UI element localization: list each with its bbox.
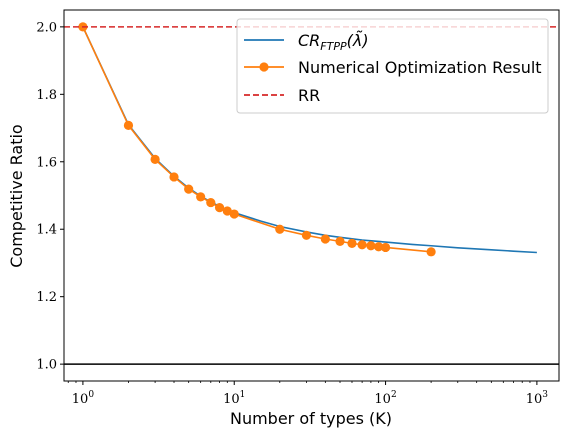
data-point bbox=[169, 172, 179, 182]
x-tick-label: 103 bbox=[526, 390, 549, 407]
data-point bbox=[229, 209, 239, 219]
data-point bbox=[275, 224, 285, 234]
data-point bbox=[184, 184, 194, 194]
legend-marker bbox=[259, 62, 269, 72]
legend-entry-0: CRFTPP(λ̃) bbox=[244, 31, 369, 53]
data-point bbox=[347, 238, 357, 248]
legend-label: Numerical Optimization Result bbox=[298, 58, 542, 77]
x-axis-label: Number of types (K) bbox=[230, 409, 392, 428]
legend-entry-2: RR bbox=[244, 86, 320, 105]
y-tick-label: 1.6 bbox=[36, 155, 57, 170]
data-point bbox=[301, 230, 312, 240]
x-tick-label: 100 bbox=[72, 390, 95, 407]
data-point bbox=[196, 192, 206, 202]
data-point bbox=[357, 240, 367, 250]
legend-box bbox=[236, 18, 549, 114]
data-point bbox=[150, 154, 160, 165]
y-tick-label: 1.2 bbox=[36, 290, 57, 305]
legend-entry-1: Numerical Optimization Result bbox=[244, 58, 542, 77]
y-tick-label: 1.8 bbox=[36, 88, 57, 103]
plot-frame bbox=[63, 9, 560, 382]
data-point bbox=[380, 242, 391, 253]
legend-label: CRFTPP(λ̃) bbox=[298, 31, 369, 53]
data-point bbox=[214, 203, 225, 213]
legend: CRFTPP(λ̃) Numerical Optimization Result R… bbox=[236, 18, 549, 114]
data-point bbox=[366, 241, 376, 251]
y-tick-label: 2.0 bbox=[36, 20, 57, 35]
data-point bbox=[206, 197, 216, 208]
y-axis-label: Competitive Ratio bbox=[7, 124, 26, 267]
data-point bbox=[123, 120, 134, 130]
legend-label: RR bbox=[298, 86, 320, 105]
y-tick-label: 1.0 bbox=[36, 358, 57, 373]
x-tick-label: 101 bbox=[223, 390, 245, 407]
x-tick-label: 102 bbox=[374, 390, 396, 407]
data-point bbox=[426, 247, 436, 257]
y-tick-label: 1.4 bbox=[36, 223, 57, 238]
data-point bbox=[335, 236, 345, 246]
data-point bbox=[374, 242, 384, 252]
data-point bbox=[222, 206, 232, 216]
data-point bbox=[320, 234, 330, 244]
